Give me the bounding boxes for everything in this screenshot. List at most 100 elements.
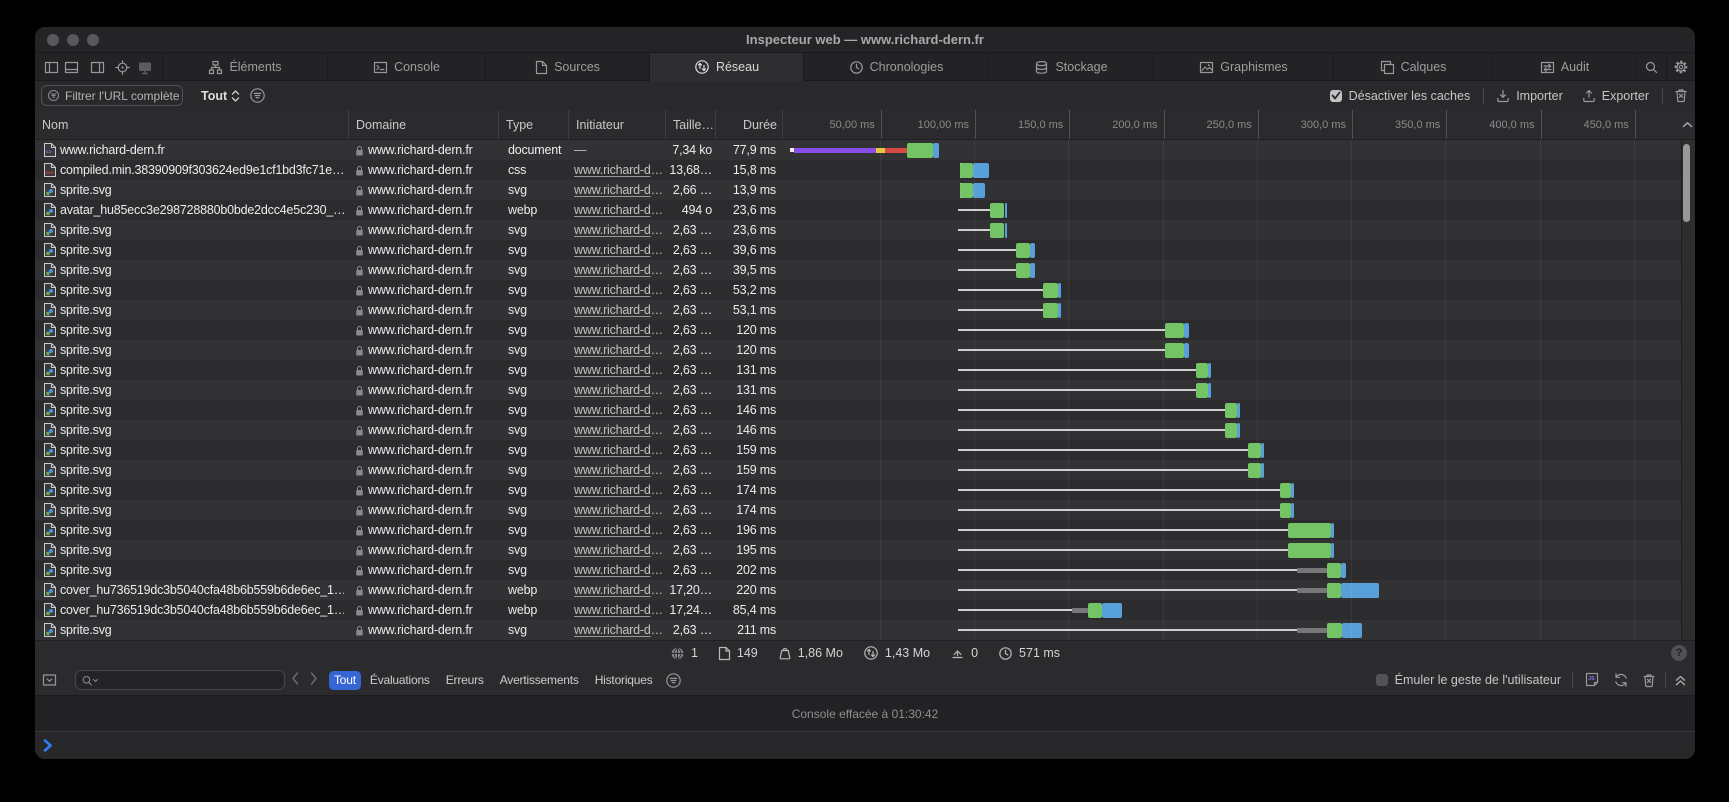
network-table-row[interactable]: sprite.svg www.richard-dern.fr svg www.rich…: [35, 320, 1695, 340]
resource-initiator[interactable]: www.richard-d…: [574, 583, 663, 597]
resource-initiator[interactable]: www.richard-d…: [574, 243, 663, 257]
previous-result-button[interactable]: [291, 671, 300, 686]
resource-initiator[interactable]: www.richard-d…: [574, 483, 663, 497]
zoom-button[interactable]: [87, 34, 99, 46]
resource-initiator[interactable]: www.richard-d…: [574, 283, 663, 297]
column-header-domaine[interactable]: Domaine: [348, 110, 498, 139]
network-table-row[interactable]: sprite.svg www.richard-dern.fr svg www.rich…: [35, 180, 1695, 200]
tab-graphismes[interactable]: Graphismes: [1153, 53, 1333, 81]
resource-initiator[interactable]: www.richard-d…: [574, 263, 663, 277]
tab-audit[interactable]: Audit: [1492, 53, 1636, 81]
console-search-field[interactable]: [75, 670, 285, 690]
tab-sources[interactable]: Sources: [485, 53, 649, 81]
resource-initiator[interactable]: www.richard-d…: [574, 503, 663, 517]
resource-initiator[interactable]: www.richard-d…: [574, 343, 663, 357]
column-header-nom[interactable]: Nom: [42, 118, 69, 132]
column-header-initiateur[interactable]: Initiateur: [568, 110, 665, 139]
resource-initiator[interactable]: www.richard-d…: [574, 463, 663, 477]
network-table-row[interactable]: sprite.svg www.richard-dern.fr svg www.rich…: [35, 300, 1695, 320]
device-icon[interactable]: [137, 60, 153, 75]
network-table-row[interactable]: sprite.svg www.richard-dern.fr svg www.rich…: [35, 420, 1695, 440]
clear-network-button[interactable]: [1674, 88, 1688, 103]
resource-initiator[interactable]: www.richard-d…: [574, 363, 663, 377]
console-scope-evaluations[interactable]: Évaluations: [369, 673, 430, 687]
network-table-row[interactable]: sprite.svg www.richard-dern.fr svg www.rich…: [35, 500, 1695, 520]
resource-initiator[interactable]: www.richard-d…: [574, 523, 663, 537]
scrollbar-thumb[interactable]: [1683, 144, 1690, 222]
resource-initiator[interactable]: www.richard-d…: [574, 163, 663, 177]
resource-initiator[interactable]: www.richard-d…: [574, 603, 663, 617]
resource-initiator[interactable]: www.richard-d…: [574, 423, 663, 437]
network-table-row[interactable]: css compiled.min.38390909f303624ed9e1cf1b…: [35, 160, 1695, 180]
network-table-row[interactable]: sprite.svg www.richard-dern.fr svg www.rich…: [35, 620, 1695, 640]
resource-initiator[interactable]: www.richard-d…: [574, 443, 663, 457]
network-table-row[interactable]: sprite.svg www.richard-dern.fr svg www.rich…: [35, 480, 1695, 500]
network-table-row[interactable]: sprite.svg www.richard-dern.fr svg www.rich…: [35, 380, 1695, 400]
console-filter-button[interactable]: [665, 672, 682, 689]
dock-right-icon[interactable]: [90, 60, 105, 75]
resource-initiator[interactable]: www.richard-d…: [574, 563, 663, 577]
console-scope-avertissements[interactable]: Avertissements: [499, 673, 579, 687]
target-icon[interactable]: [115, 60, 130, 75]
help-button[interactable]: ?: [1671, 645, 1687, 661]
network-table-row[interactable]: sprite.svg www.richard-dern.fr svg www.rich…: [35, 280, 1695, 300]
dock-left-icon[interactable]: [44, 60, 59, 75]
tab-reseau[interactable]: Réseau: [649, 53, 803, 81]
network-table-row[interactable]: sprite.svg www.richard-dern.fr svg www.rich…: [35, 540, 1695, 560]
network-table-row[interactable]: cover_hu736519dc3b5040cfa48b6b559b6de6ec…: [35, 600, 1695, 620]
network-table-row[interactable]: sprite.svg www.richard-dern.fr svg www.rich…: [35, 560, 1695, 580]
network-table-row[interactable]: <> www.richard-dern.fr www.richard-dern.fr…: [35, 140, 1695, 160]
settings-tab-button[interactable]: [1666, 53, 1695, 81]
dock-bottom-icon[interactable]: [64, 60, 79, 75]
minimize-button[interactable]: [67, 34, 79, 46]
tab-chronologies[interactable]: Chronologies: [803, 53, 988, 81]
column-header-type[interactable]: Type: [498, 110, 568, 139]
filter-options-button[interactable]: [249, 87, 266, 104]
network-table-row[interactable]: sprite.svg www.richard-dern.fr svg www.rich…: [35, 440, 1695, 460]
search-tab-button[interactable]: [1636, 53, 1666, 81]
network-table-row[interactable]: sprite.svg www.richard-dern.fr svg www.rich…: [35, 240, 1695, 260]
network-table-row[interactable]: sprite.svg www.richard-dern.fr svg www.rich…: [35, 260, 1695, 280]
clear-console-button[interactable]: [1642, 673, 1656, 688]
resource-initiator[interactable]: www.richard-d…: [574, 183, 663, 197]
network-table-row[interactable]: sprite.svg www.richard-dern.fr svg www.rich…: [35, 360, 1695, 380]
emulate-gesture-checkbox[interactable]: [1375, 674, 1388, 686]
resource-type-popup[interactable]: Tout: [201, 81, 240, 110]
js-context-button[interactable]: JS: [1584, 672, 1600, 688]
reload-button[interactable]: [1613, 672, 1629, 688]
disable-caches-checkbox[interactable]: [1329, 89, 1342, 102]
resource-initiator[interactable]: www.richard-d…: [574, 323, 663, 337]
network-table-row[interactable]: sprite.svg www.richard-dern.fr svg www.rich…: [35, 520, 1695, 540]
next-result-button[interactable]: [309, 671, 318, 686]
export-button[interactable]: Exporter: [1582, 89, 1649, 103]
console-scope-erreurs[interactable]: Erreurs: [445, 673, 484, 687]
scrollbar-track[interactable]: [1681, 140, 1695, 640]
console-scope-historiques[interactable]: Historiques: [594, 673, 653, 687]
network-table-row[interactable]: sprite.svg www.richard-dern.fr svg www.rich…: [35, 340, 1695, 360]
network-table-row[interactable]: avatar_hu85ecc3e298728880b0bde2dcc4e5c23…: [35, 200, 1695, 220]
network-table-row[interactable]: cover_hu736519dc3b5040cfa48b6b559b6de6ec…: [35, 580, 1695, 600]
network-table-row[interactable]: sprite.svg www.richard-dern.fr svg www.rich…: [35, 400, 1695, 420]
import-button[interactable]: Importer: [1496, 89, 1563, 103]
close-button[interactable]: [47, 34, 59, 46]
resource-initiator[interactable]: www.richard-d…: [574, 403, 663, 417]
tab-calques[interactable]: Calques: [1333, 53, 1492, 81]
resource-initiator[interactable]: www.richard-d…: [574, 383, 663, 397]
console-scope-tout[interactable]: Tout: [329, 670, 361, 690]
console-prompt[interactable]: [35, 731, 1695, 759]
console-panel-toggle-button[interactable]: [42, 673, 57, 687]
resource-initiator[interactable]: www.richard-d…: [574, 223, 663, 237]
expand-console-button[interactable]: [1674, 673, 1687, 687]
tab-elements[interactable]: Éléments: [162, 53, 327, 81]
network-table-row[interactable]: sprite.svg www.richard-dern.fr svg www.rich…: [35, 220, 1695, 240]
resource-initiator[interactable]: www.richard-d…: [574, 303, 663, 317]
resource-initiator[interactable]: www.richard-d…: [574, 623, 663, 637]
tab-console[interactable]: Console: [327, 53, 485, 81]
url-filter-field[interactable]: Filtrer l'URL complète: [41, 85, 183, 106]
scroll-top-button[interactable]: [1681, 110, 1694, 139]
resource-initiator[interactable]: www.richard-d…: [574, 543, 663, 557]
column-header-duree[interactable]: Durée: [715, 110, 782, 139]
network-table-row[interactable]: sprite.svg www.richard-dern.fr svg www.rich…: [35, 460, 1695, 480]
column-header-taille[interactable]: Taille…: [665, 110, 715, 139]
resource-initiator[interactable]: www.richard-d…: [574, 203, 663, 217]
